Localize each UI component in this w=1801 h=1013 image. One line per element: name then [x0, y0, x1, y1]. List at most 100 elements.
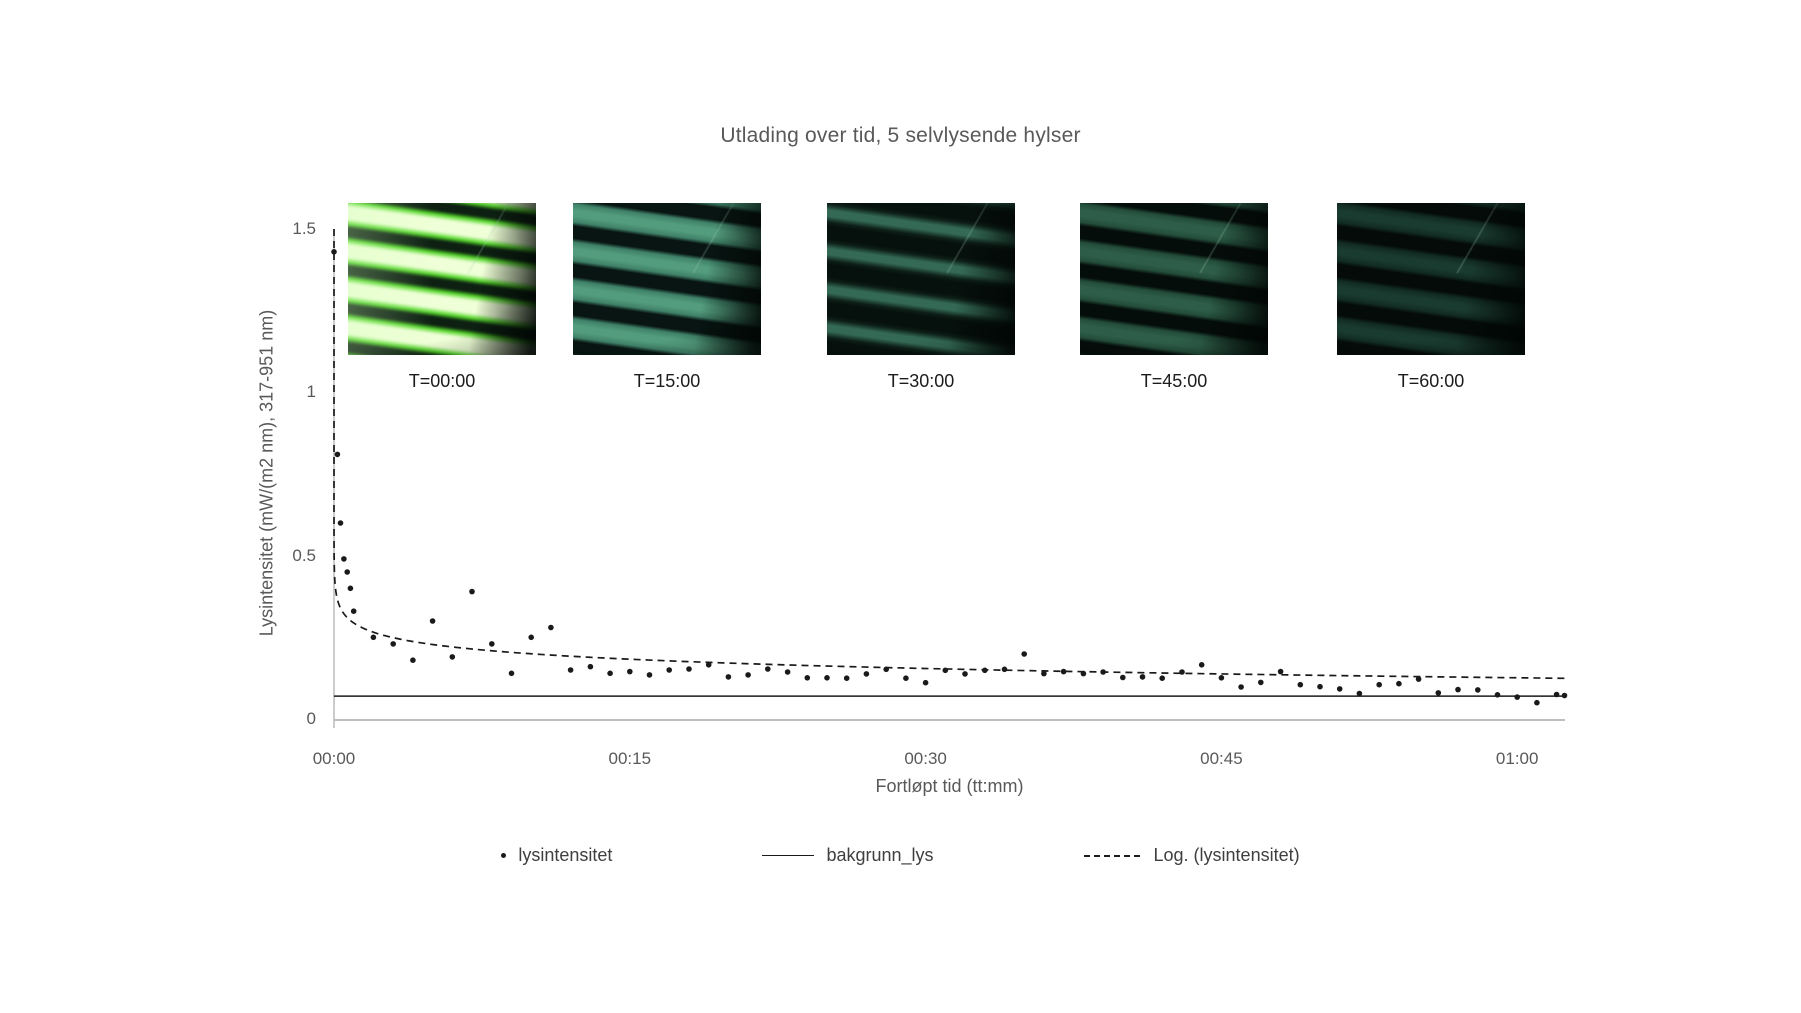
photo-wrapper: T=60:00	[1337, 203, 1525, 392]
solid-line-marker-icon	[762, 855, 815, 856]
log-trendline	[333, 228, 1565, 680]
photo-wrapper: T=30:00	[827, 203, 1015, 392]
scatter-point	[390, 641, 397, 647]
scatter-point	[449, 654, 456, 660]
scatter-point	[1021, 651, 1027, 657]
scatter-point	[567, 667, 574, 673]
scatter-point	[863, 671, 870, 677]
x-axis-title: Fortløpt tid (tt:mm)	[875, 776, 1024, 796]
scatter-point	[350, 608, 357, 614]
glow-tubes-photo	[573, 203, 761, 355]
legend-label: lysintensitet	[518, 845, 613, 865]
scatter-point	[1100, 669, 1106, 675]
scatter-point	[1258, 679, 1264, 686]
scatter-point	[745, 672, 751, 678]
scatter-point	[942, 667, 949, 674]
glow-tubes-photo	[348, 203, 536, 355]
scatter-point	[1060, 668, 1067, 675]
scatter-point	[587, 663, 594, 670]
scatter-point	[962, 671, 968, 677]
scatter-point	[982, 667, 988, 674]
scatter-point	[337, 520, 344, 526]
legend: lysintensitet bakgrunn_lys Log. (lysinte…	[0, 845, 1801, 866]
scatter-point	[646, 672, 653, 678]
scatter-point	[1297, 681, 1304, 688]
scatter-point	[1396, 680, 1402, 687]
scatter-point	[1494, 692, 1501, 698]
photo-timestamp-label: T=00:00	[408, 371, 476, 391]
vignette-overlay	[573, 203, 761, 355]
scatter-point	[627, 668, 633, 675]
scatter-point	[528, 634, 534, 641]
vignette-overlay	[1080, 203, 1268, 355]
scatter-point	[686, 666, 692, 672]
glow-tubes-photo	[1080, 203, 1268, 355]
dashed-line-marker-icon	[1083, 854, 1142, 857]
y-tick-label: 0	[306, 709, 316, 728]
photo-timestamp-label: T=15:00	[633, 371, 701, 391]
y-axis-title: Lysintensitet (mW/(m2 nm), 317-951 nm)	[256, 309, 277, 637]
scatter-point	[1001, 666, 1008, 673]
scatter-point	[1179, 669, 1185, 675]
x-tick-label: 00:15	[608, 749, 652, 768]
scatter-point	[341, 556, 347, 562]
scatter-point	[1041, 670, 1047, 677]
scatter-point	[824, 675, 830, 681]
scatter-point	[347, 585, 354, 592]
glow-tubes-photo	[1337, 203, 1525, 355]
scatter-point	[489, 641, 495, 647]
scatter-point	[1159, 675, 1165, 681]
scatter-point	[1139, 674, 1146, 680]
legend-item-log-trend: Log. (lysintensitet)	[1083, 845, 1300, 866]
scatter-point	[1415, 676, 1422, 682]
y-tick-label: 1	[306, 382, 316, 402]
scatter-point	[765, 666, 771, 672]
legend-item-lysintensitet: lysintensitet	[501, 845, 612, 866]
x-tick-label: 00:00	[312, 749, 356, 768]
scatter-point	[883, 666, 889, 673]
photo-wrapper: T=45:00	[1080, 203, 1268, 392]
scatter-point	[1277, 668, 1284, 675]
scatter-point	[903, 675, 909, 681]
scatter-point	[1356, 690, 1363, 697]
scatter-point	[1317, 683, 1323, 690]
scatter-point	[922, 679, 929, 686]
scatter-dot-marker-icon	[501, 853, 507, 858]
scatter-point	[548, 624, 554, 631]
scatter-point	[508, 670, 515, 677]
scatter-point	[784, 669, 791, 675]
scatter-point	[331, 249, 337, 255]
scatter-point	[607, 670, 613, 677]
scatter-point	[1514, 694, 1520, 700]
scatter-point	[469, 588, 475, 595]
chart-title: Utlading over tid, 5 selvlysende hylser	[720, 124, 1081, 147]
photo-timestamp-label: T=30:00	[887, 371, 955, 391]
scatter-point	[666, 667, 672, 673]
photo-timestamp-label: T=45:00	[1140, 371, 1208, 391]
scatter-point	[344, 569, 351, 575]
vignette-overlay	[827, 203, 1015, 355]
glow-tubes-photo	[827, 203, 1015, 355]
vignette-overlay	[348, 203, 536, 355]
legend-label: bakgrunn_lys	[826, 845, 934, 865]
photo-wrapper: T=15:00	[573, 203, 761, 392]
scatter-point	[843, 675, 850, 681]
scatter-point	[410, 657, 416, 663]
scatter-point	[1376, 681, 1382, 688]
scatter-point	[1455, 686, 1461, 693]
x-tick-label: 00:45	[1200, 749, 1243, 768]
legend-item-bakgrunn-lys: bakgrunn_lys	[762, 845, 934, 866]
scatter-point	[804, 675, 811, 681]
photo-timestamp-label: T=60:00	[1397, 371, 1465, 391]
scatter-point	[1120, 674, 1126, 681]
scatter-point	[1475, 687, 1481, 693]
y-tick-label: 0.5	[292, 545, 316, 565]
vignette-overlay	[1337, 203, 1525, 355]
scatter-point	[725, 674, 732, 680]
x-tick-label: 01:00	[1495, 749, 1539, 768]
scatter-point	[1336, 686, 1343, 692]
scatter-point	[1435, 690, 1442, 696]
scatter-point	[1238, 684, 1244, 690]
